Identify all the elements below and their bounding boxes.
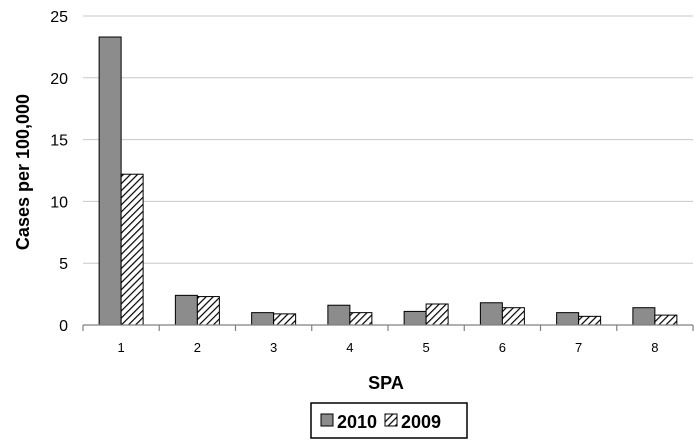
bar-2009-spa-2 bbox=[196, 296, 220, 326]
bar-2010-spa-2 bbox=[174, 294, 198, 326]
legend: 2010 2009 bbox=[310, 402, 468, 439]
bar-2009-spa-8 bbox=[654, 314, 678, 326]
x-tick-label: 2 bbox=[194, 340, 201, 355]
y-axis-ticks: 0 5 10 15 20 25 bbox=[50, 9, 68, 335]
x-axis-title: SPA bbox=[368, 373, 404, 393]
gridlines bbox=[83, 15, 693, 264]
bars bbox=[98, 36, 678, 326]
x-tick-label: 4 bbox=[346, 340, 353, 355]
y-tick-label: 25 bbox=[50, 9, 68, 26]
legend-swatch-2010 bbox=[320, 413, 334, 427]
legend-label-2010: 2010 bbox=[337, 412, 377, 432]
bar-2010-spa-6 bbox=[479, 302, 503, 326]
y-tick-label: 5 bbox=[59, 256, 68, 273]
y-tick-label: 20 bbox=[50, 71, 68, 88]
legend-label-2009: 2009 bbox=[401, 412, 441, 432]
x-tick-label: 3 bbox=[270, 340, 277, 355]
x-tick-label: 7 bbox=[575, 340, 582, 355]
bar-2010-spa-1 bbox=[98, 36, 122, 326]
x-tick-label: 8 bbox=[651, 340, 658, 355]
bar-2010-spa-5 bbox=[403, 310, 427, 326]
x-tick-label: 6 bbox=[499, 340, 506, 355]
bar-2009-spa-6 bbox=[501, 307, 525, 326]
y-tick-label: 15 bbox=[50, 133, 68, 150]
x-axis: 1 2 3 4 5 6 7 8 bbox=[82, 324, 694, 355]
bar-2010-spa-8 bbox=[632, 307, 656, 326]
bar-2009-spa-7 bbox=[578, 315, 602, 326]
bar-2009-spa-3 bbox=[273, 313, 297, 326]
bar-2010-spa-4 bbox=[327, 304, 351, 326]
x-tick-label: 1 bbox=[118, 340, 125, 355]
bar-2009-spa-1 bbox=[120, 173, 144, 326]
y-tick-label: 0 bbox=[59, 318, 68, 335]
x-tick-label: 5 bbox=[423, 340, 430, 355]
y-tick-label: 10 bbox=[50, 194, 68, 211]
bar-2010-spa-3 bbox=[251, 312, 275, 326]
bar-2009-spa-4 bbox=[349, 312, 373, 326]
y-axis-title: Cases per 100,000 bbox=[13, 94, 33, 250]
legend-swatch-2009 bbox=[384, 413, 398, 427]
bar-2009-spa-5 bbox=[425, 303, 449, 326]
bar-2010-spa-7 bbox=[556, 312, 580, 326]
